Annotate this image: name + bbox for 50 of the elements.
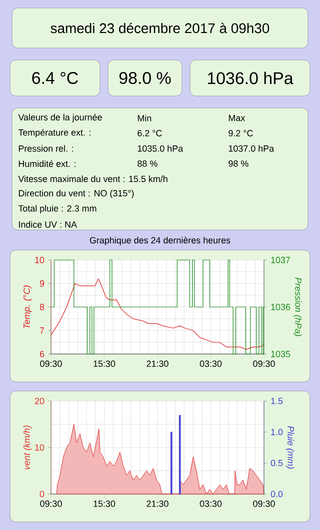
y2-axis-title: Pression (hPa) [293, 278, 302, 336]
x-tick-label: 09:30 [253, 360, 275, 367]
x-tick-label: 15:30 [94, 360, 116, 367]
x-tick-label: 09:30 [40, 360, 62, 367]
text: 1035.0 hPa [138, 145, 184, 152]
text: Vitesse maximale du vent : 15.5 km/h [18, 176, 168, 182]
text: 88 % [138, 160, 158, 167]
y-tick-label: 7 [40, 327, 44, 334]
text: Valeurs de la journée [18, 114, 102, 122]
y-tick-label: 20 [34, 398, 44, 404]
x-tick-label: 15:30 [94, 500, 116, 507]
y-tick-label: 9 [40, 280, 44, 287]
text: 6.2 °C [138, 130, 162, 136]
y-tick-label: 6 [40, 350, 44, 358]
x-tick-label: 09:30 [40, 500, 62, 507]
text: Humidité ext. : [18, 160, 76, 167]
y-tick-label: 10 [35, 444, 44, 451]
x-tick-label: 03:30 [200, 360, 222, 367]
x-tick-label: 03:30 [200, 500, 222, 507]
text: 6.4 °C [32, 72, 78, 84]
chart-title: Graphique des 24 dernières heures [90, 236, 230, 246]
y-tick-label: 8 [40, 304, 44, 310]
y-tick-label: 0 [40, 490, 44, 498]
text: 98 % [228, 160, 248, 167]
y2-tick-label: 1.5 [271, 398, 283, 404]
x-tick-label: 21:30 [146, 500, 168, 507]
text: Température ext. : [18, 128, 90, 138]
y2-tick-label: 1035 [271, 350, 290, 358]
text: Min [138, 114, 152, 122]
y2-tick-label: 1036 [271, 304, 290, 310]
text: samedi 23 décembre 2017 à 09h30 [50, 22, 270, 34]
y-axis-title: vent (km/h) [23, 426, 32, 470]
y2-tick-label: 0.0 [270, 490, 283, 498]
x-tick-label: 09:30 [253, 500, 275, 507]
y-tick-label: 10 [35, 256, 44, 264]
y2-tick-label: 1.0 [271, 428, 283, 436]
text: Pression rel. : [18, 145, 74, 152]
y-axis-title: Temp. (°C) [23, 286, 32, 328]
text: Indice UV : NA [19, 221, 77, 228]
text: 98.0 % [119, 72, 171, 84]
text: 1037.0 hPa [228, 145, 274, 152]
text: 1036.0 hPa [208, 72, 294, 84]
x-tick-label: 21:30 [146, 360, 168, 367]
y2-tick-label: 0.5 [270, 460, 283, 466]
y2-tick-label: 1037 [271, 256, 290, 264]
y2-axis-title: Pluie (mm) [286, 426, 294, 469]
text: Max [228, 114, 246, 122]
text: 9.2 °C [228, 130, 253, 136]
text: Total pluie : 2.3 mm [18, 205, 96, 214]
text: Direction du vent : NO (315°) [18, 190, 134, 198]
